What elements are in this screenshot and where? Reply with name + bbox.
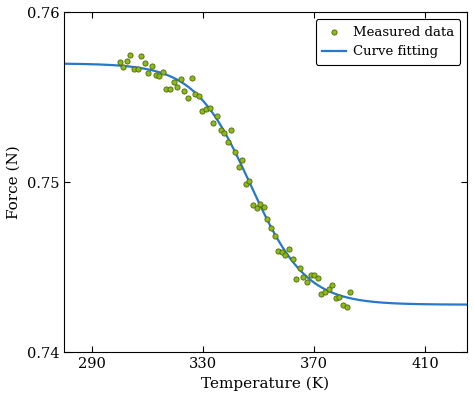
- Point: [217, 127, 224, 133]
- Point: [300, 273, 307, 280]
- Point: [155, 72, 163, 79]
- Point: [292, 276, 300, 283]
- Point: [195, 93, 203, 99]
- Point: [173, 84, 181, 91]
- Point: [264, 216, 271, 222]
- Point: [224, 139, 231, 146]
- Point: [184, 94, 192, 101]
- Point: [220, 130, 228, 137]
- Point: [253, 205, 260, 211]
- Point: [332, 295, 340, 301]
- Legend: Measured data, Curve fitting: Measured data, Curve fitting: [316, 19, 460, 65]
- Point: [296, 264, 304, 271]
- Point: [119, 64, 127, 70]
- Point: [148, 63, 156, 69]
- Point: [346, 289, 354, 295]
- Point: [285, 246, 293, 252]
- Point: [282, 252, 289, 258]
- Point: [278, 248, 286, 255]
- Point: [289, 256, 296, 262]
- X-axis label: Temperature (K): Temperature (K): [201, 377, 329, 391]
- Point: [134, 66, 141, 72]
- Point: [336, 294, 343, 300]
- Point: [321, 289, 329, 295]
- Point: [145, 70, 152, 76]
- Point: [267, 225, 275, 231]
- Point: [127, 52, 134, 58]
- Point: [343, 303, 350, 310]
- Point: [228, 127, 235, 134]
- Point: [314, 275, 322, 281]
- Point: [303, 279, 311, 285]
- Point: [271, 233, 278, 239]
- Point: [260, 204, 268, 211]
- Point: [163, 86, 170, 92]
- Point: [123, 58, 130, 64]
- Point: [199, 108, 206, 114]
- Point: [307, 272, 314, 279]
- Y-axis label: Force (N): Force (N): [7, 146, 21, 219]
- Point: [246, 178, 253, 184]
- Point: [166, 86, 174, 93]
- Point: [141, 60, 149, 66]
- Point: [339, 302, 347, 308]
- Point: [170, 79, 177, 85]
- Point: [318, 291, 325, 297]
- Point: [152, 72, 159, 78]
- Point: [202, 105, 210, 112]
- Point: [137, 53, 145, 59]
- Point: [310, 272, 318, 278]
- Point: [116, 59, 123, 65]
- Point: [191, 91, 199, 98]
- Point: [256, 201, 264, 207]
- Point: [238, 157, 246, 164]
- Point: [130, 66, 138, 72]
- Point: [188, 75, 195, 82]
- Point: [235, 164, 242, 170]
- Point: [206, 105, 213, 111]
- Point: [325, 285, 332, 292]
- Point: [177, 76, 185, 82]
- Point: [274, 248, 282, 255]
- Point: [328, 282, 336, 289]
- Point: [231, 148, 239, 155]
- Point: [213, 113, 221, 120]
- Point: [242, 181, 249, 187]
- Point: [181, 88, 188, 94]
- Point: [249, 202, 257, 208]
- Point: [159, 68, 167, 75]
- Point: [210, 119, 217, 126]
